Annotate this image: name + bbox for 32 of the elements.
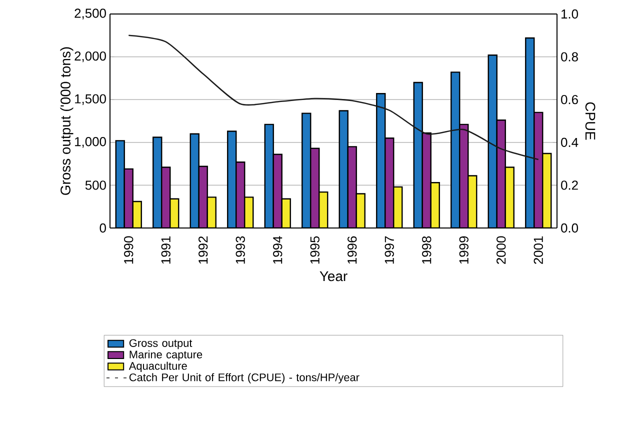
legend-label: Marine capture — [130, 350, 202, 361]
x-tick-label: 1990 — [124, 236, 134, 264]
y2-tick-label: 0.2 — [561, 180, 578, 190]
x-tick-label: 1999 — [459, 236, 468, 264]
y2-tick-label: 0.4 — [561, 138, 578, 147]
x-tick-label: 1995 — [310, 236, 320, 264]
x-tick-label: 2000 — [496, 236, 506, 264]
x-tick-label: 1994 — [273, 236, 282, 264]
x-tick-label: 1993 — [236, 236, 245, 264]
legend-label: Catch Per Unit of Effort (CPUE) - tons/HP/year — [129, 373, 360, 384]
x-tick-label: 1992 — [198, 236, 208, 264]
x-axis-title: Year — [320, 271, 348, 282]
y-tick-label: 2,500 — [74, 8, 106, 20]
y-tick-label: 1,500 — [75, 94, 106, 105]
y2-tick-label: 0.6 — [561, 95, 578, 104]
y-axis-title: Gross output ('000 tons) — [60, 47, 74, 195]
line-series — [128, 34, 540, 160]
legend-label: Gross output — [129, 339, 192, 350]
x-tick-label: 1997 — [384, 236, 394, 264]
y2-tick-label: 0.0 — [561, 223, 578, 233]
legend-label: Aquaculture — [128, 362, 187, 372]
y2-tick-label: 0.8 — [561, 52, 578, 62]
y-tick-label: 500 — [85, 180, 106, 190]
x-tick-label: 1998 — [422, 236, 432, 264]
x-tick-label: 1991 — [161, 236, 170, 264]
y-tick-label: 0 — [100, 223, 106, 233]
x-tick-label: 2001 — [534, 236, 543, 264]
y-tick-label: 2,000 — [74, 51, 106, 62]
x-tick-label: 1996 — [348, 236, 357, 264]
y-tick-label: 1,000 — [75, 137, 106, 148]
y2-axis-title: CPUE — [585, 102, 596, 140]
y2-tick-label: 1.0 — [562, 9, 578, 19]
